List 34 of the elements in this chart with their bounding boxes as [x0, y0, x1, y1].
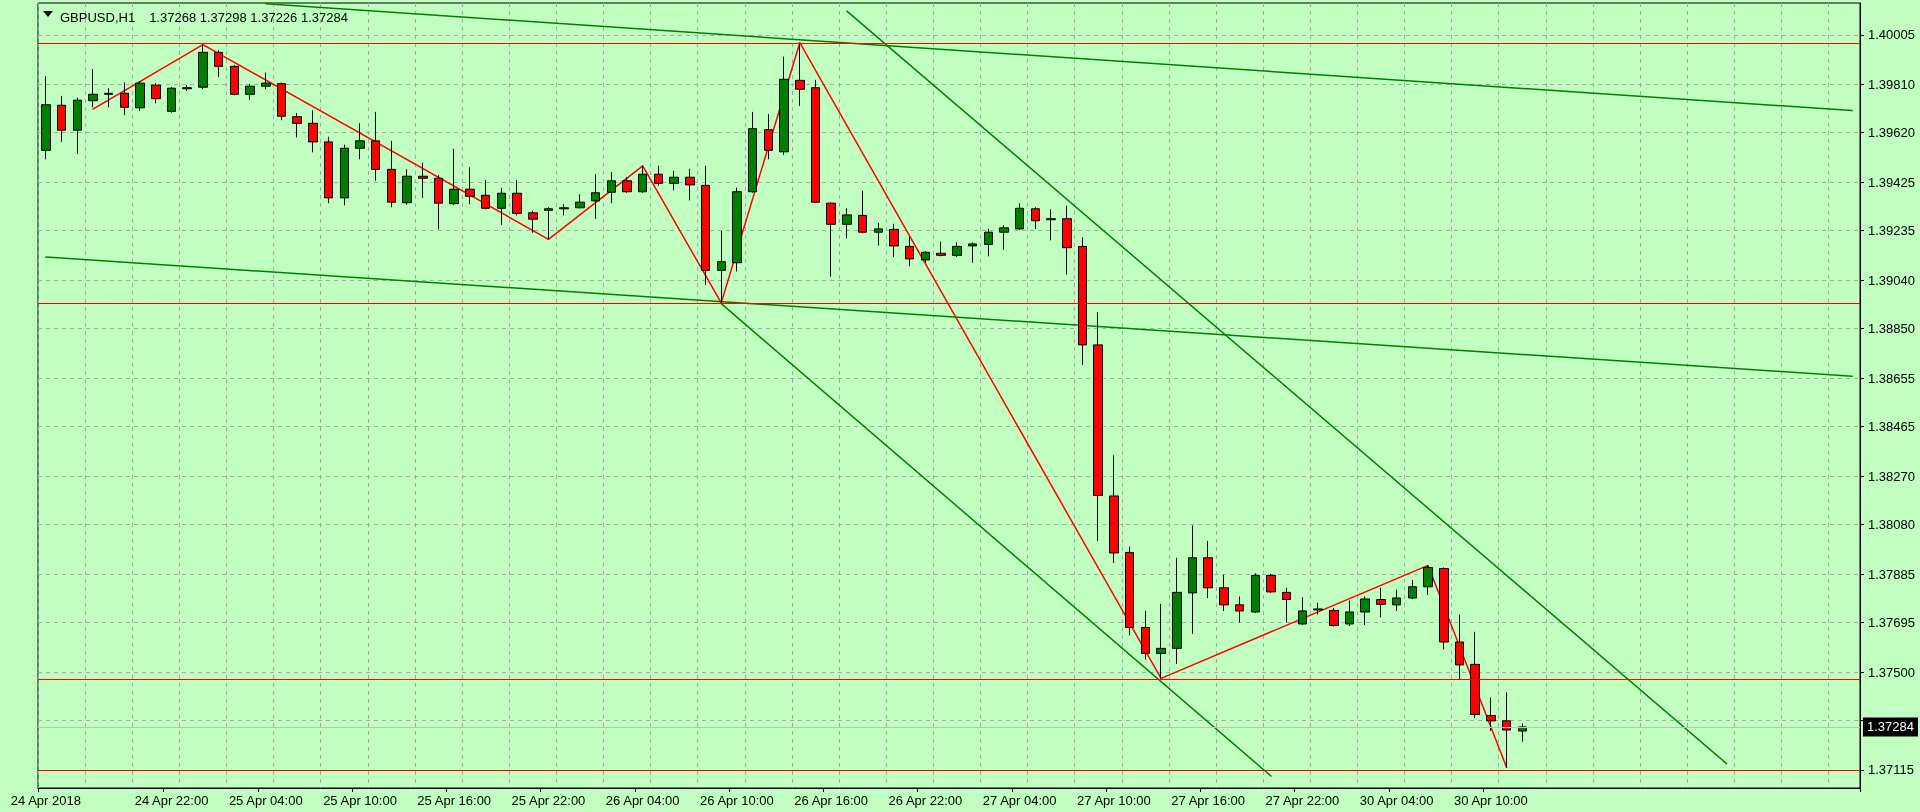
y-tick-label: 1.37695 — [1868, 614, 1915, 630]
y-tick-label: 1.37115 — [1868, 762, 1915, 778]
x-tick-label: 27 Apr 10:00 — [1077, 793, 1151, 808]
y-tick-label: 1.38465 — [1868, 419, 1915, 435]
text: 1.37268 1.37298 1.37226 1.37284 — [149, 10, 348, 25]
y-tick-label: 1.37885 — [1868, 566, 1915, 582]
x-tick-label: 27 Apr 22:00 — [1265, 793, 1340, 808]
ref-line-label: 1.37284 — [1867, 719, 1914, 735]
x-tick-label: 24 Apr 2018 — [10, 793, 81, 808]
y-tick-label: 1.38270 — [1868, 468, 1915, 484]
y-tick-label: 1.39040 — [1868, 272, 1915, 288]
y-tick-label: 1.38080 — [1868, 516, 1915, 532]
y-tick-label: 1.37500 — [1868, 664, 1915, 680]
x-tick-label: 24 Apr 22:00 — [134, 793, 209, 808]
x-tick-label: 30 Apr 10:00 — [1454, 793, 1528, 808]
x-tick-label: 30 Apr 04:00 — [1359, 793, 1434, 808]
y-tick-label: 1.39810 — [1868, 76, 1915, 92]
x-tick-label: 26 Apr 04:00 — [605, 793, 680, 808]
x-tick-label: 25 Apr 04:00 — [228, 793, 303, 808]
x-tick-label: 27 Apr 04:00 — [982, 793, 1057, 808]
text: GBPUSD,H1 — [60, 10, 136, 25]
y-tick-label: 1.39235 — [1868, 223, 1915, 239]
x-tick-label: 25 Apr 22:00 — [511, 793, 586, 808]
y-tick-label: 1.38655 — [1868, 370, 1915, 386]
x-tick-label: 26 Apr 22:00 — [888, 793, 963, 808]
y-tick-label: 1.38850 — [1868, 321, 1915, 337]
y-tick-label: 1.40005 — [1868, 27, 1915, 43]
x-tick-label: 27 Apr 16:00 — [1171, 793, 1246, 808]
y-tick-label: 1.39425 — [1868, 174, 1915, 190]
y-tick-label: 1.39620 — [1868, 125, 1915, 141]
x-tick-label: 26 Apr 16:00 — [794, 793, 869, 808]
x-tick-label: 25 Apr 10:00 — [323, 793, 397, 808]
x-tick-label: 26 Apr 10:00 — [700, 793, 774, 808]
x-tick-label: 25 Apr 16:00 — [417, 793, 492, 808]
